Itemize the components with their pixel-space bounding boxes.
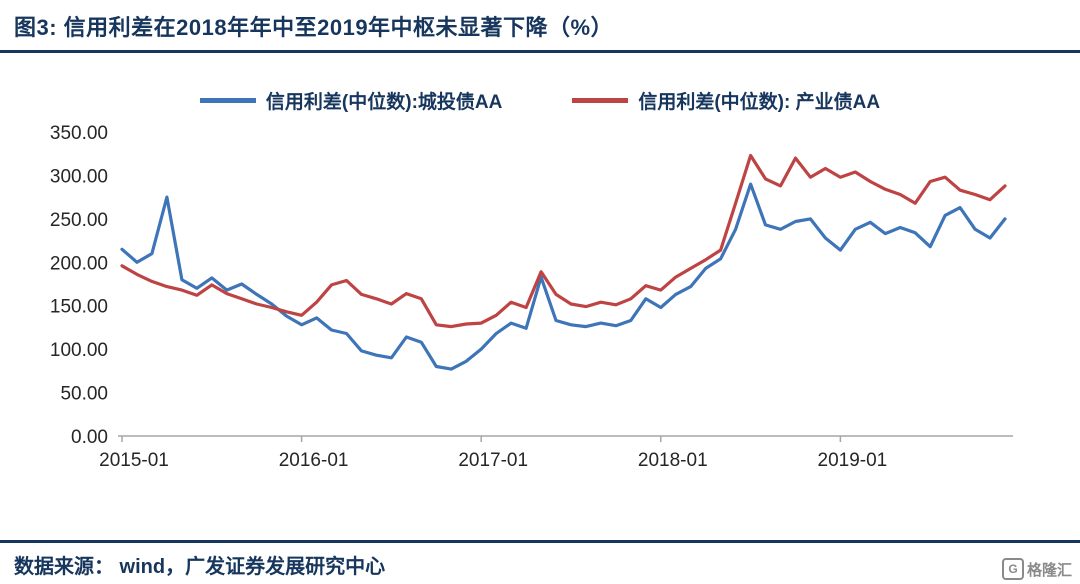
legend-swatch-blue [199,98,256,103]
y-axis-label: 300.00 [50,166,108,187]
y-axis-label: 200.00 [50,253,108,274]
y-axis-label: 350.00 [50,123,108,144]
legend: 信用利差(中位数):城投债AA 信用利差(中位数): 产业债AA [0,87,1080,114]
title-divider [0,50,1080,53]
data-source: 数据来源： wind，广发证券发展研究中心 [14,556,386,578]
y-axis-label: 150.00 [50,297,108,318]
y-axis-label: 100.00 [50,340,108,361]
series-line-0 [120,182,1007,371]
y-axis-label: 50.00 [60,384,108,405]
chart-title: 图3: 信用利差在2018年年中至2019年中枢未显著下降（%） [14,15,614,40]
x-axis-label: 2017-01 [458,450,528,471]
legend-label-citou: 信用利差(中位数):城投债AA [265,92,503,113]
gelonghui-logo-icon: G [1001,558,1024,580]
x-axis-label: 2019-01 [818,450,888,471]
series-line-1 [120,153,1007,329]
legend-swatch-red [572,98,629,103]
x-axis-label: 2015-01 [99,450,169,471]
y-axis-label: 250.00 [50,210,108,231]
legend-item-chanye: 信用利差(中位数): 产业债AA [572,87,880,114]
x-axis-label: 2018-01 [638,450,708,471]
line-chart: 0.00 50.00 100.00 150.00 200.00 250.00 300.00 3… [10,118,1070,488]
legend-label-chanye: 信用利差(中位数): 产业债AA [638,92,881,113]
x-axis-label: 2016-01 [279,450,349,471]
footer-divider [0,540,1080,543]
y-axis-label: 0.00 [71,427,108,448]
chart-canvas: 0.00 50.00 100.00 150.00 200.00 250.00 300.00 3… [50,123,1013,471]
gelonghui-logo: G 格隆汇 [1001,558,1072,580]
gelonghui-logo-text: 格隆汇 [1026,561,1072,579]
legend-item-citou: 信用利差(中位数):城投债AA [199,87,503,114]
